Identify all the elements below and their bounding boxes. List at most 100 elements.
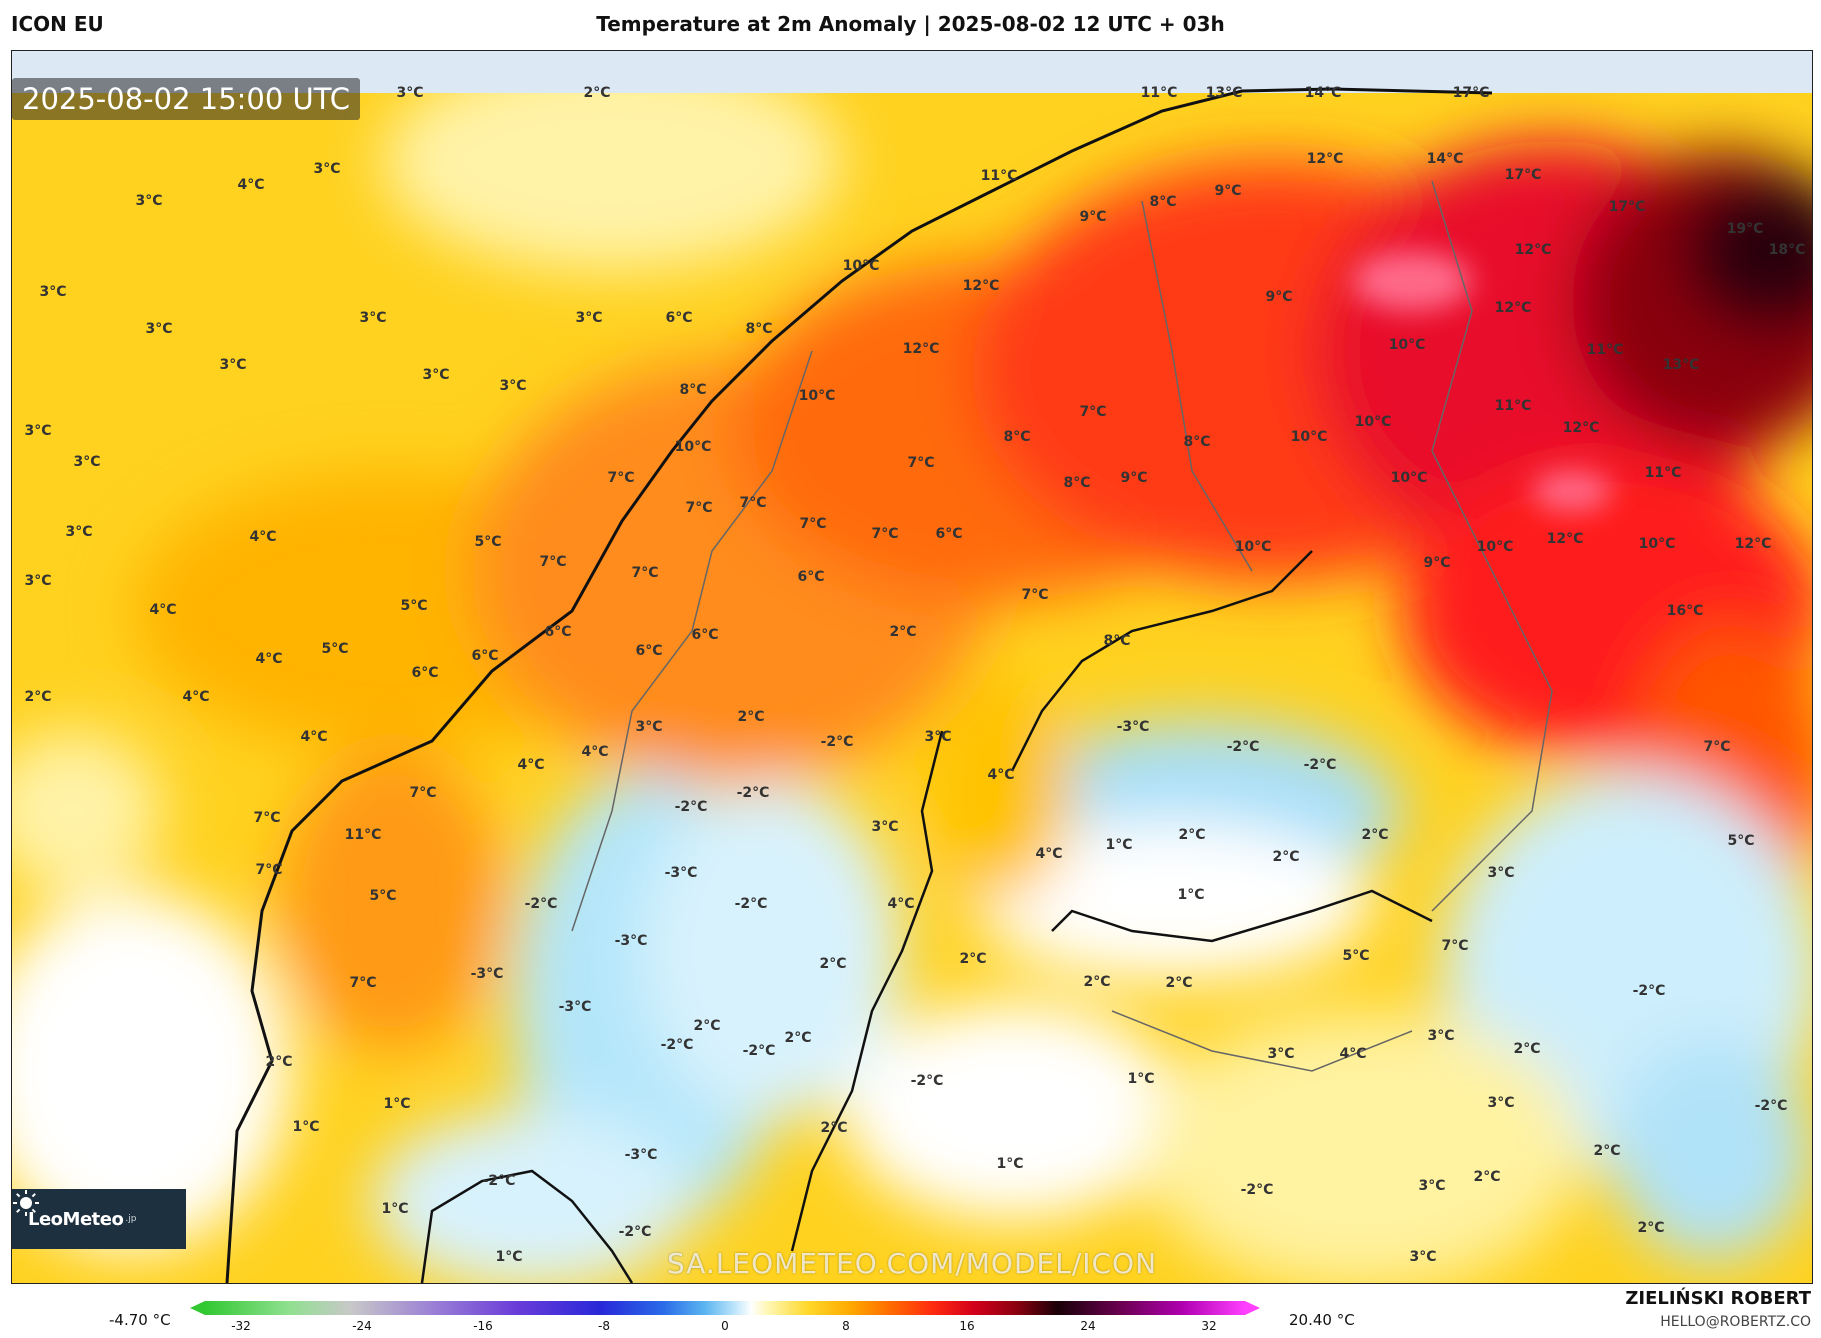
temperature-label: 10°C — [842, 258, 880, 274]
temperature-label: 1°C — [1127, 1071, 1155, 1087]
logo-text: LeoMeteo — [28, 1208, 124, 1230]
colorbar-tick: -32 — [231, 1319, 251, 1333]
temperature-label: 7°C — [871, 526, 899, 542]
temperature-label: -2°C — [674, 799, 708, 815]
temperature-label: 4°C — [149, 602, 177, 618]
temperature-label: 2°C — [820, 1120, 848, 1136]
temperature-label: 7°C — [907, 455, 935, 471]
temperature-label: 3°C — [871, 819, 899, 835]
temperature-label: 6°C — [544, 624, 572, 640]
temperature-label: 12°C — [962, 278, 1000, 294]
temperature-label: 6°C — [635, 643, 663, 659]
temperature-label: 10°C — [1354, 414, 1392, 430]
temperature-label: 4°C — [182, 689, 210, 705]
temperature-label: 7°C — [799, 516, 827, 532]
temperature-label: 3°C — [1409, 1249, 1437, 1265]
temperature-label: 8°C — [1149, 194, 1177, 210]
temperature-label: 3°C — [145, 321, 173, 337]
temperature-label: 3°C — [1267, 1046, 1295, 1062]
temperature-label: 11°C — [980, 168, 1018, 184]
temperature-label: 6°C — [691, 627, 719, 643]
temperature-label: 16°C — [1666, 603, 1704, 619]
temperature-label: 10°C — [1388, 337, 1426, 353]
temperature-label: 17°C — [1608, 199, 1646, 215]
legend-max-value: 20.40 °C — [1289, 1311, 1355, 1329]
colorbar-tick: 24 — [1080, 1319, 1096, 1333]
temperature-label: 7°C — [739, 495, 767, 511]
temperature-label: 11°C — [1644, 465, 1682, 481]
temperature-label: 2°C — [1178, 827, 1206, 843]
temperature-label: 2°C — [1473, 1169, 1501, 1185]
temperature-label: 19°C — [1726, 221, 1764, 237]
temperature-label: 6°C — [411, 665, 439, 681]
site-watermark: SA.LEOMETEO.COM/MODEL/ICON — [666, 1247, 1158, 1280]
logo-suffix: .jp — [125, 1214, 137, 1224]
temperature-label: 2°C — [1637, 1220, 1665, 1236]
temperature-label: 2°C — [959, 951, 987, 967]
temperature-label: 12°C — [1546, 531, 1584, 547]
temperature-label: 3°C — [135, 193, 163, 209]
temperature-label: -3°C — [624, 1147, 658, 1163]
valid-time-badge: 2025-08-02 15:00 UTC — [12, 78, 361, 120]
temperature-label: -2°C — [1226, 739, 1260, 755]
colorbar — [205, 1301, 1245, 1315]
temperature-label: 2°C — [1272, 849, 1300, 865]
temperature-label: 10°C — [1390, 470, 1428, 486]
temperature-label: 9°C — [1120, 470, 1148, 486]
temperature-label: 3°C — [65, 524, 93, 540]
temperature-label: 4°C — [1035, 846, 1063, 862]
temperature-label: 3°C — [635, 719, 663, 735]
temperature-label: 11°C — [344, 827, 382, 843]
temperature-label: 7°C — [1441, 938, 1469, 954]
temperature-label: 4°C — [581, 744, 609, 760]
author-email[interactable]: HELLO@ROBERTZ.CO — [1660, 1314, 1811, 1330]
temperature-label: 3°C — [499, 378, 527, 394]
temperature-label: 7°C — [607, 470, 635, 486]
temperature-label: -2°C — [742, 1043, 776, 1059]
temperature-label: 4°C — [887, 896, 915, 912]
temperature-label: 2°C — [265, 1054, 293, 1070]
temperature-label: 8°C — [679, 382, 707, 398]
sun-icon — [13, 1190, 39, 1216]
temperature-label: -2°C — [736, 785, 770, 801]
temperature-label: 17°C — [1504, 167, 1542, 183]
temperature-label: 6°C — [935, 526, 963, 542]
temperature-label: 2°C — [1513, 1041, 1541, 1057]
temperature-label: 10°C — [1476, 539, 1514, 555]
temperature-label: 4°C — [255, 651, 283, 667]
temperature-label: 3°C — [1487, 1095, 1515, 1111]
temperature-label: 8°C — [1183, 434, 1211, 450]
temperature-label: 7°C — [255, 862, 283, 878]
temperature-label: -2°C — [1632, 983, 1666, 999]
colorbar-tick: 16 — [959, 1319, 975, 1333]
temperature-label: 3°C — [73, 454, 101, 470]
temperature-label: 3°C — [39, 284, 67, 300]
temperature-label: 1°C — [1177, 887, 1205, 903]
temperature-label: 3°C — [219, 357, 247, 373]
colorbar-tick: -8 — [598, 1319, 610, 1333]
temperature-label: 2°C — [784, 1030, 812, 1046]
temperature-label: 7°C — [349, 975, 377, 991]
temperature-label: -3°C — [664, 865, 698, 881]
temperature-label: 7°C — [1703, 739, 1731, 755]
temperature-label: 2°C — [737, 709, 765, 725]
colorbar-left-arrow — [190, 1301, 205, 1315]
temperature-label: -2°C — [734, 896, 768, 912]
temperature-label: 4°C — [237, 177, 265, 193]
temperature-label: 12°C — [1562, 420, 1600, 436]
temperature-label: 5°C — [474, 534, 502, 550]
temperature-label: 6°C — [797, 569, 825, 585]
temperature-label: 12°C — [1306, 151, 1344, 167]
anomaly-map[interactable]: 2025-08-02 15:00 UTC 3°C 2°C 4°C 3°C 3°C 3°C 3… — [11, 50, 1813, 1284]
leometeo-logo[interactable]: LeoMeteo .jp — [12, 1189, 186, 1249]
colorbar-tick: 0 — [721, 1319, 729, 1333]
temperature-label: 4°C — [300, 729, 328, 745]
temperature-label: 5°C — [369, 888, 397, 904]
temperature-label: -3°C — [558, 999, 592, 1015]
colorbar-tick: -16 — [473, 1319, 493, 1333]
temperature-label: 10°C — [1234, 539, 1272, 555]
temperature-label: 4°C — [249, 529, 277, 545]
temperature-label: 2°C — [1593, 1143, 1621, 1159]
temperature-label: 18°C — [1768, 242, 1806, 258]
temperature-label: -2°C — [524, 896, 558, 912]
